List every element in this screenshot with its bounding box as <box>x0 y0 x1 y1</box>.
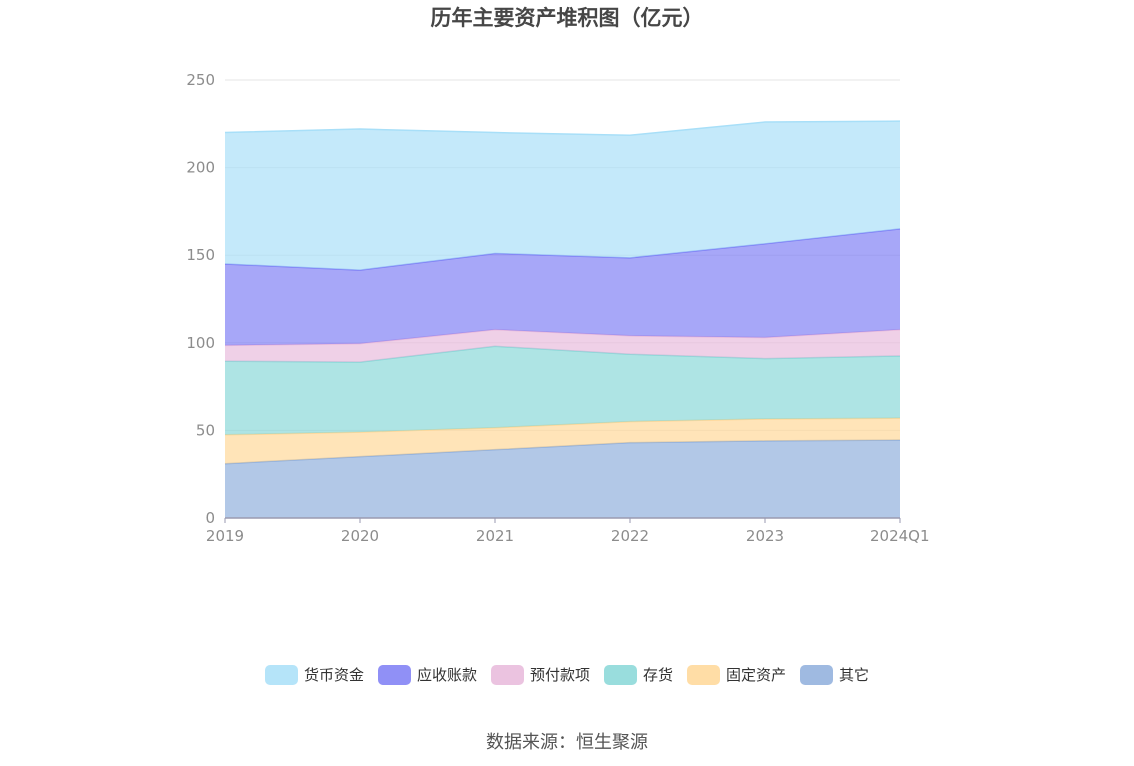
area-series-2[interactable] <box>225 346 900 435</box>
legend-label: 其它 <box>839 666 870 684</box>
legend-item[interactable]: 预付款项 <box>490 664 590 685</box>
x-tick-label: 2022 <box>611 527 649 545</box>
legend-label: 预付款项 <box>529 666 590 684</box>
x-tick-label: 2019 <box>206 527 244 545</box>
area-series-0[interactable] <box>225 440 900 518</box>
legend-item[interactable]: 存货 <box>604 664 673 685</box>
area-series-4[interactable] <box>225 228 900 346</box>
y-tick-label: 200 <box>186 159 215 177</box>
area-layer <box>224 120 901 518</box>
x-tick-label: 2023 <box>746 527 784 545</box>
area-series-line-5 <box>224 120 901 136</box>
legend-label: 固定资产 <box>726 666 787 684</box>
legend-label: 存货 <box>643 666 674 684</box>
legend-item[interactable]: 其它 <box>800 664 869 685</box>
area-series-5[interactable] <box>225 121 900 271</box>
legend-item[interactable]: 货币资金 <box>264 664 364 685</box>
legend-swatch <box>377 664 411 685</box>
legend-swatch <box>490 664 524 685</box>
legend-label: 货币资金 <box>303 666 364 684</box>
y-tick-label: 100 <box>186 334 215 352</box>
legend-item[interactable]: 应收账款 <box>377 664 477 685</box>
legend-swatch <box>264 664 298 685</box>
legend-label: 应收账款 <box>416 666 477 684</box>
y-tick-label: 0 <box>205 509 215 527</box>
x-tick-label: 2020 <box>341 527 379 545</box>
y-tick-label: 50 <box>196 421 215 439</box>
chart-title: 历年主要资产堆积图（亿元） <box>430 6 704 30</box>
legend-swatch <box>604 664 637 685</box>
source-note: 数据来源：恒生聚源 <box>486 732 648 753</box>
axis-layer: 0 50 100 150 200 250 2019 2020 2021 2022 2023 2024Q… <box>186 71 929 545</box>
y-tick-label: 150 <box>186 246 215 264</box>
legend-item[interactable]: 固定资产 <box>687 664 786 685</box>
x-tick-label: 2021 <box>476 527 514 545</box>
legend-swatch <box>800 664 834 685</box>
y-tick-label: 250 <box>186 71 215 89</box>
area-series-1[interactable] <box>225 418 900 464</box>
legend-swatch <box>687 664 721 685</box>
legend: 货币资金 应收账款 预付款项 存货 固定资产 其它 <box>0 664 1134 685</box>
x-tick-label: 2024Q1 <box>870 527 930 545</box>
